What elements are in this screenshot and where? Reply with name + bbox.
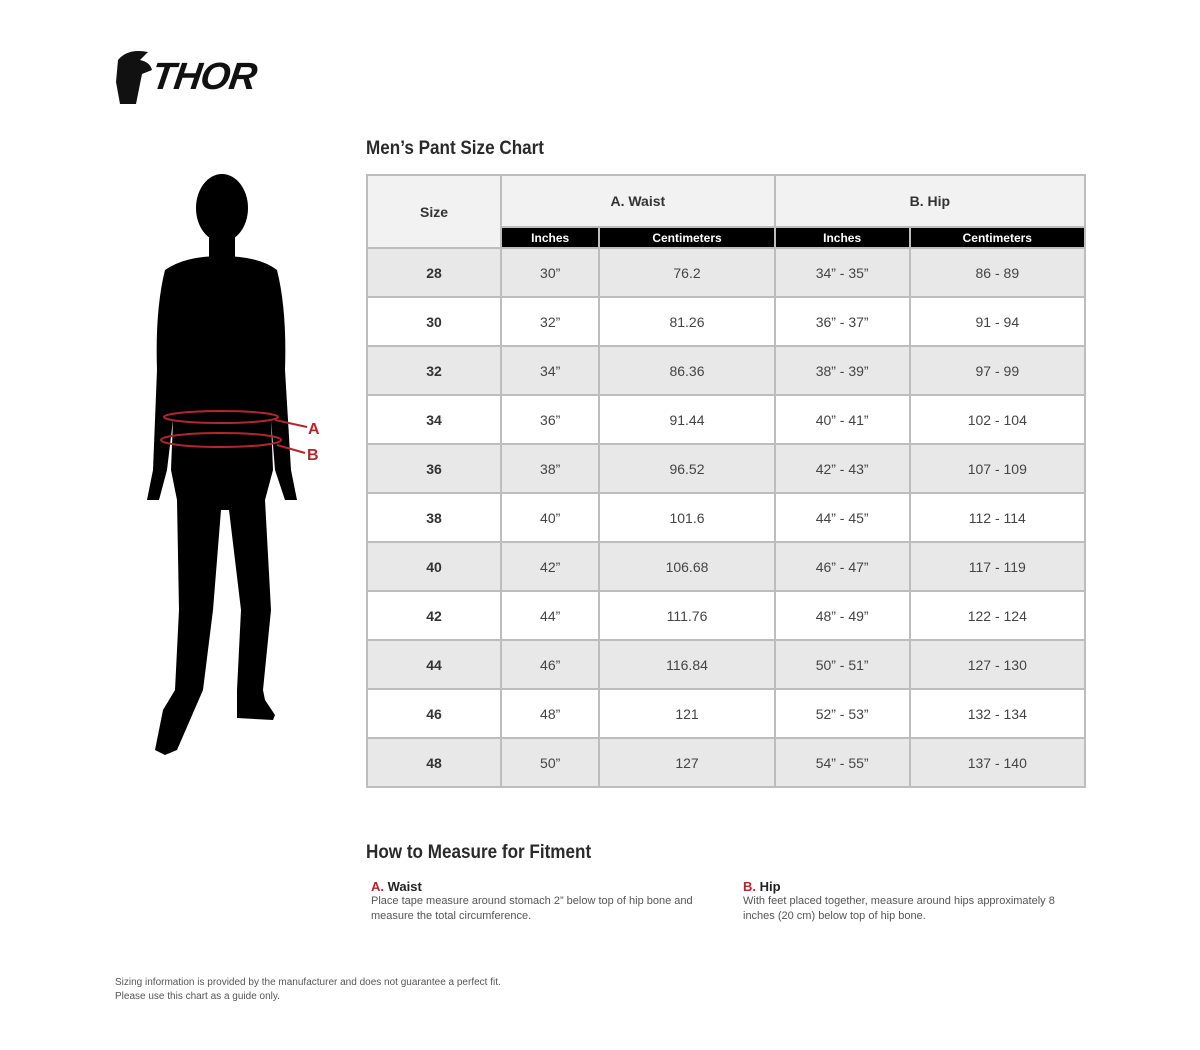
cell-waist-inches: 44” <box>499 590 601 641</box>
table-row: 46 48” 121 52” - 53” 132 - 134 <box>366 688 1087 739</box>
cell-size: 44 <box>366 639 502 690</box>
table-row: 42 44” 111.76 48” - 49” 122 - 124 <box>366 590 1087 641</box>
cell-size: 46 <box>366 688 502 739</box>
disclaimer: Sizing information is provided by the ma… <box>115 976 501 1004</box>
table-row: 36 38” 96.52 42” - 43” 107 - 109 <box>366 443 1087 494</box>
table-row: 32 34” 86.36 38” - 39” 97 - 99 <box>366 345 1087 396</box>
cell-hip-cm: 102 - 104 <box>908 394 1087 445</box>
table-row: 38 40” 101.6 44” - 45” 112 - 114 <box>366 492 1087 543</box>
cell-waist-cm: 106.68 <box>598 541 776 592</box>
cell-hip-cm: 97 - 99 <box>908 345 1087 396</box>
cell-waist-inches: 42” <box>499 541 601 592</box>
cell-waist-cm: 116.84 <box>598 639 776 690</box>
cell-hip-inches: 46” - 47” <box>773 541 911 592</box>
tip-name: Hip <box>759 879 781 894</box>
cell-waist-inches: 48” <box>499 688 601 739</box>
cell-size: 38 <box>366 492 502 543</box>
cell-size: 48 <box>366 737 502 788</box>
body-silhouette: A B <box>147 174 320 755</box>
cell-hip-inches: 42” - 43” <box>773 443 911 494</box>
cell-waist-inches: 46” <box>499 639 601 690</box>
cell-size: 42 <box>366 590 502 641</box>
cell-waist-cm: 91.44 <box>598 394 776 445</box>
cell-size: 34 <box>366 394 502 445</box>
tip-letter: A. <box>371 879 384 894</box>
cell-hip-inches: 34” - 35” <box>773 247 911 298</box>
cell-hip-cm: 112 - 114 <box>908 492 1087 543</box>
tip-waist: A. Waist Place tape measure around stoma… <box>371 879 711 924</box>
cell-waist-inches: 34” <box>499 345 601 396</box>
cell-hip-cm: 137 - 140 <box>908 737 1087 788</box>
cell-waist-cm: 86.36 <box>598 345 776 396</box>
cell-hip-cm: 107 - 109 <box>908 443 1087 494</box>
cell-waist-cm: 127 <box>598 737 776 788</box>
cell-hip-inches: 50” - 51” <box>773 639 911 690</box>
cell-waist-inches: 32” <box>499 296 601 347</box>
table-row: 28 30” 76.2 34” - 35” 86 - 89 <box>366 247 1087 298</box>
cell-hip-inches: 52” - 53” <box>773 688 911 739</box>
tip-text: With feet placed together, measure aroun… <box>743 895 1055 922</box>
header-hip-cm: Centimeters <box>908 226 1087 249</box>
marker-b: B <box>307 447 319 464</box>
tip-name: Waist <box>387 879 422 894</box>
cell-hip-inches: 38” - 39” <box>773 345 911 396</box>
cell-waist-cm: 81.26 <box>598 296 776 347</box>
cell-waist-inches: 38” <box>499 443 601 494</box>
tip-letter: B. <box>743 879 756 894</box>
cell-size: 30 <box>366 296 502 347</box>
size-table: Size A. Waist B. Hip Inches Centimeters … <box>366 174 1087 788</box>
disclaimer-line: Sizing information is provided by the ma… <box>115 977 501 988</box>
tip-text: Place tape measure around stomach 2” bel… <box>371 895 693 922</box>
cell-hip-inches: 44” - 45” <box>773 492 911 543</box>
logo-wordmark: THOR <box>149 56 259 98</box>
table-row: 44 46” 116.84 50” - 51” 127 - 130 <box>366 639 1087 690</box>
tip-hip: B. Hip With feet placed together, measur… <box>743 879 1073 924</box>
table-row: 34 36” 91.44 40” - 41” 102 - 104 <box>366 394 1087 445</box>
cell-hip-cm: 117 - 119 <box>908 541 1087 592</box>
header-hip-inches: Inches <box>773 226 911 249</box>
header-hip: B. Hip <box>773 174 1087 228</box>
cell-hip-cm: 122 - 124 <box>908 590 1087 641</box>
cell-hip-inches: 36” - 37” <box>773 296 911 347</box>
cell-waist-inches: 30” <box>499 247 601 298</box>
cell-hip-inches: 54” - 55” <box>773 737 911 788</box>
cell-hip-cm: 127 - 130 <box>908 639 1087 690</box>
cell-hip-cm: 86 - 89 <box>908 247 1087 298</box>
howto-title: How to Measure for Fitment <box>366 842 592 863</box>
cell-hip-cm: 91 - 94 <box>908 296 1087 347</box>
helmet-icon <box>116 51 152 104</box>
header-size: Size <box>366 174 502 249</box>
cell-size: 36 <box>366 443 502 494</box>
header-waist-cm: Centimeters <box>598 226 776 249</box>
cell-waist-cm: 121 <box>598 688 776 739</box>
marker-a: A <box>308 421 320 438</box>
cell-waist-inches: 50” <box>499 737 601 788</box>
table-row: 30 32” 81.26 36” - 37” 91 - 94 <box>366 296 1087 347</box>
cell-hip-inches: 40” - 41” <box>773 394 911 445</box>
cell-hip-inches: 48” - 49” <box>773 590 911 641</box>
cell-waist-cm: 96.52 <box>598 443 776 494</box>
header-waist-inches: Inches <box>499 226 601 249</box>
cell-hip-cm: 132 - 134 <box>908 688 1087 739</box>
cell-waist-cm: 101.6 <box>598 492 776 543</box>
disclaimer-line: Please use this chart as a guide only. <box>115 991 280 1002</box>
cell-size: 32 <box>366 345 502 396</box>
table-row: 48 50” 127 54” - 55” 137 - 140 <box>366 737 1087 788</box>
cell-waist-inches: 36” <box>499 394 601 445</box>
cell-size: 28 <box>366 247 502 298</box>
table-row: 40 42” 106.68 46” - 47” 117 - 119 <box>366 541 1087 592</box>
header-waist: A. Waist <box>500 174 776 228</box>
cell-size: 40 <box>366 541 502 592</box>
thor-logo: THOR <box>114 48 289 108</box>
cell-waist-cm: 76.2 <box>598 247 776 298</box>
cell-waist-cm: 111.76 <box>598 590 776 641</box>
cell-waist-inches: 40” <box>499 492 601 543</box>
chart-title: Men’s Pant Size Chart <box>366 138 545 159</box>
